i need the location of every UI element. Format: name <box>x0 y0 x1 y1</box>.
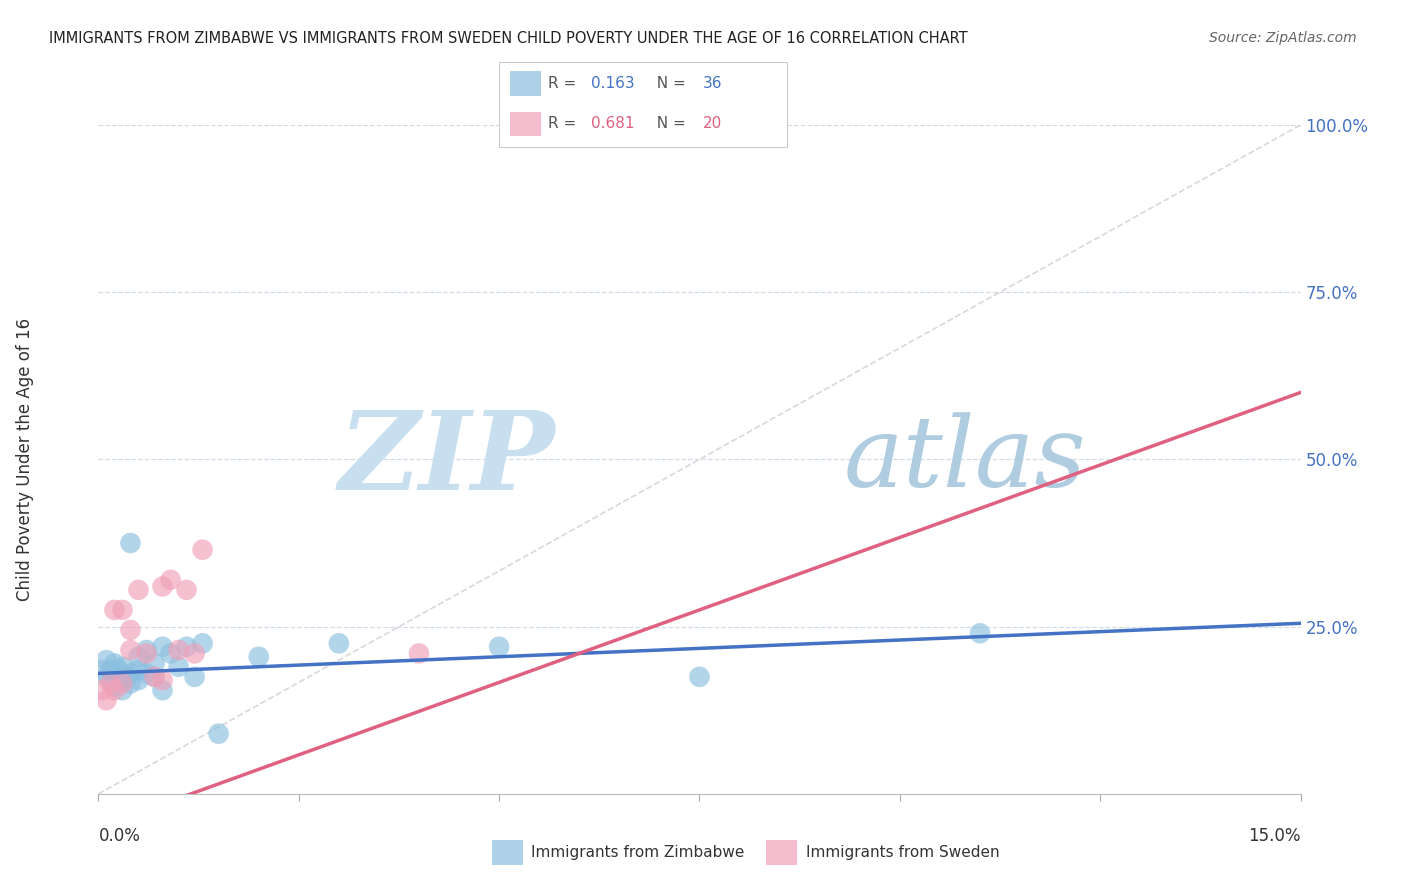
Point <box>128 673 150 687</box>
Point <box>167 643 190 657</box>
Point <box>191 636 214 650</box>
Point <box>91 683 114 698</box>
Point <box>111 660 134 674</box>
Point <box>143 657 166 671</box>
Text: Immigrants from Zimbabwe: Immigrants from Zimbabwe <box>531 846 745 860</box>
Text: 0.0%: 0.0% <box>98 827 141 845</box>
Point <box>152 640 174 654</box>
Point <box>135 666 157 681</box>
Point <box>247 649 270 664</box>
Point <box>167 660 190 674</box>
Point <box>208 726 231 740</box>
Point <box>91 663 114 677</box>
Text: R =: R = <box>548 117 582 131</box>
Point <box>689 670 711 684</box>
Point <box>176 640 198 654</box>
Point <box>103 670 125 684</box>
Text: 36: 36 <box>703 77 723 91</box>
Point <box>103 603 125 617</box>
Point <box>135 646 157 660</box>
Point <box>111 603 134 617</box>
Point <box>96 670 118 684</box>
Point <box>111 670 134 684</box>
Point <box>128 649 150 664</box>
Text: 20: 20 <box>703 117 723 131</box>
Point <box>176 582 198 597</box>
Point <box>103 683 125 698</box>
Point <box>183 646 205 660</box>
Text: 0.163: 0.163 <box>591 77 634 91</box>
Text: 15.0%: 15.0% <box>1249 827 1301 845</box>
Point <box>100 663 122 677</box>
Point <box>96 693 118 707</box>
Text: Child Poverty Under the Age of 16: Child Poverty Under the Age of 16 <box>17 318 34 601</box>
Point <box>100 676 122 690</box>
Point <box>328 636 350 650</box>
Point <box>152 673 174 687</box>
Point <box>408 646 430 660</box>
Point <box>120 643 142 657</box>
Text: N =: N = <box>647 77 690 91</box>
Point <box>488 640 510 654</box>
Point <box>152 683 174 698</box>
Point <box>120 536 142 550</box>
Point <box>183 670 205 684</box>
Point <box>115 670 138 684</box>
Point <box>143 670 166 684</box>
Point <box>191 542 214 557</box>
Point <box>120 666 142 681</box>
Point <box>120 623 142 637</box>
Text: Immigrants from Sweden: Immigrants from Sweden <box>806 846 1000 860</box>
Point <box>143 670 166 684</box>
Point <box>103 657 125 671</box>
Point <box>969 626 991 640</box>
Text: atlas: atlas <box>844 412 1087 507</box>
Point <box>120 676 142 690</box>
Point <box>111 683 134 698</box>
Point <box>159 646 181 660</box>
Text: 0.681: 0.681 <box>591 117 634 131</box>
Text: IMMIGRANTS FROM ZIMBABWE VS IMMIGRANTS FROM SWEDEN CHILD POVERTY UNDER THE AGE O: IMMIGRANTS FROM ZIMBABWE VS IMMIGRANTS F… <box>49 31 967 46</box>
Text: R =: R = <box>548 77 582 91</box>
Point <box>159 573 181 587</box>
Point <box>128 663 150 677</box>
Point <box>111 673 134 687</box>
Text: ZIP: ZIP <box>339 406 555 513</box>
Point <box>96 653 118 667</box>
Point <box>128 582 150 597</box>
Point <box>103 680 125 694</box>
Point <box>111 676 134 690</box>
Point <box>135 643 157 657</box>
Point <box>107 663 129 677</box>
Text: Source: ZipAtlas.com: Source: ZipAtlas.com <box>1209 31 1357 45</box>
Text: N =: N = <box>647 117 690 131</box>
Point <box>152 580 174 594</box>
